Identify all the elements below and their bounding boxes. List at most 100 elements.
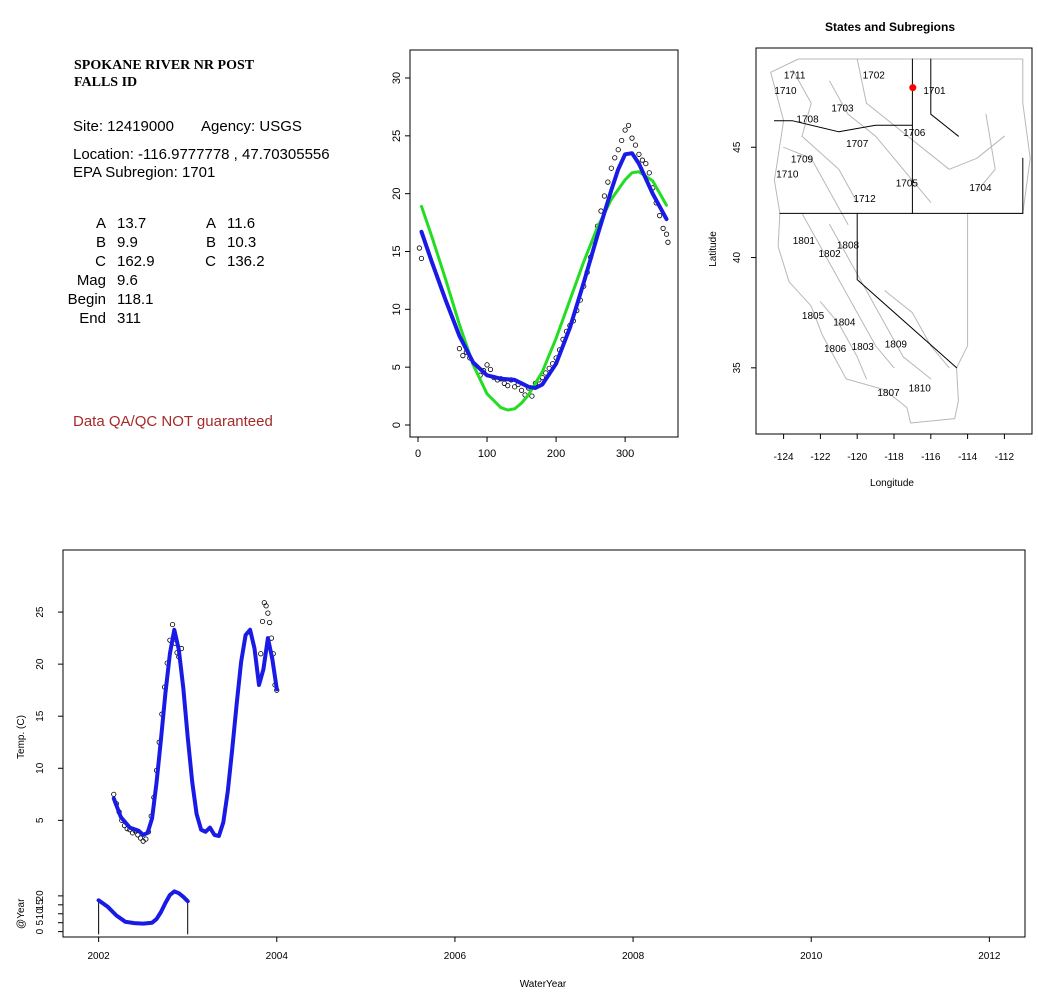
- region-label: 1806: [824, 344, 847, 355]
- y-tick-label: 0: [391, 422, 403, 428]
- observation-point: [267, 619, 273, 626]
- y-tick-label: 30: [391, 72, 403, 84]
- y-tick-label: 20: [35, 658, 46, 670]
- observation-point: [625, 122, 632, 129]
- region-outline: [770, 58, 1031, 424]
- x-tick-label: -114: [958, 452, 978, 463]
- state-boundary: [856, 212, 958, 369]
- blue-fit-line: [111, 627, 279, 838]
- y-tick-label: 5: [391, 364, 403, 370]
- observation-point: [629, 135, 635, 141]
- observation-point: [501, 380, 507, 386]
- x-tick-label: -122: [810, 452, 830, 463]
- observation-point: [657, 213, 663, 219]
- region-label: 1801: [793, 236, 816, 247]
- observation-point: [418, 255, 425, 262]
- region-label: 1704: [969, 183, 992, 194]
- region-label: 1804: [833, 318, 856, 329]
- observation-point: [259, 618, 266, 625]
- region-label: 1810: [909, 384, 932, 395]
- timeseries-frame: [62, 549, 1026, 938]
- subregion-boundary: [884, 290, 950, 369]
- green-fit-line: [420, 170, 668, 412]
- observation-point: [665, 239, 671, 245]
- x-tick-label: -120: [847, 452, 867, 463]
- x-tick-label: -116: [921, 452, 941, 463]
- observation-point: [137, 835, 144, 841]
- observation-point: [265, 610, 271, 616]
- x-tick-label: 2002: [88, 951, 111, 962]
- observation-point: [416, 245, 422, 251]
- x-tick-label: 100: [478, 448, 496, 460]
- subregion-boundary: [819, 301, 867, 380]
- observation-point: [484, 362, 490, 368]
- region-label: 1707: [846, 139, 869, 150]
- x-tick-label: -124: [774, 452, 794, 463]
- subregion-map: States and Subregions 1702 1701 1711 1710 170…: [708, 20, 1033, 489]
- x-tick-label: -118: [884, 452, 904, 463]
- x-tick-label: 0: [415, 448, 421, 460]
- subregion-boundary: [783, 146, 849, 225]
- subregion-boundary: [792, 69, 858, 203]
- observation-point: [135, 832, 141, 838]
- y-tick-label: 5: [35, 817, 46, 823]
- region-label: 1703: [831, 104, 854, 115]
- subregion-boundary: [856, 58, 1005, 170]
- x-tick-label: 2006: [444, 951, 467, 962]
- observation-point: [660, 225, 666, 231]
- y-tick-label: 40: [732, 252, 743, 264]
- region-label: 1808: [837, 240, 860, 251]
- region-label: 1809: [885, 340, 908, 351]
- inset-y-tick-label: 5: [35, 919, 46, 925]
- observation-point: [258, 651, 264, 657]
- x-tick-label: 2010: [800, 951, 823, 962]
- y-tick-label: 45: [732, 141, 743, 153]
- observation-point: [646, 170, 652, 176]
- region-label: 1708: [796, 115, 819, 126]
- observation-point: [512, 384, 518, 390]
- inset-y-axis-label: @Year: [16, 898, 27, 929]
- y-axis-label: Latitude: [708, 231, 719, 267]
- y-tick-label: 35: [732, 362, 743, 374]
- y-axis-label: Temp. (C): [16, 715, 27, 759]
- region-label: 1709: [791, 154, 814, 165]
- region-label: 1803: [852, 342, 875, 353]
- observation-point: [111, 791, 117, 797]
- observation-point: [505, 383, 511, 389]
- inset-y-tick-label: 20: [35, 890, 46, 902]
- region-label: 1706: [903, 128, 926, 139]
- region-label: 1711: [784, 70, 806, 81]
- region-label: 1705: [896, 179, 919, 190]
- plot-frame: [409, 49, 679, 438]
- subregion-boundary: [801, 212, 895, 369]
- observation-point: [263, 603, 269, 609]
- y-tick-label: 15: [391, 245, 403, 257]
- region-label: 1807: [877, 388, 900, 399]
- site-name-line2: FALLS ID: [74, 75, 138, 90]
- y-tick-label: 20: [391, 188, 403, 200]
- x-axis-label: Longitude: [870, 478, 914, 489]
- x-tick-label: 2008: [622, 951, 645, 962]
- observation-point: [619, 137, 625, 144]
- year-inset-line: [96, 889, 190, 926]
- site-marker: [909, 84, 917, 92]
- observation-point: [487, 366, 494, 373]
- y-tick-label: 25: [35, 606, 46, 618]
- y-tick-label: 25: [391, 130, 403, 142]
- observation-point: [612, 155, 618, 161]
- epa-subregion: EPA Subregion: 1701: [73, 164, 216, 181]
- observation-point: [529, 393, 535, 399]
- x-tick-label: 300: [616, 448, 634, 460]
- observation-point: [643, 160, 649, 167]
- inset-y-tick-label: 15: [35, 899, 46, 911]
- blue-fit-line: [419, 151, 669, 390]
- inset-y-tick-label: 0: [35, 928, 46, 934]
- seasonal-chart: 0 100 200 300 0 5 10 15 20 25 30: [391, 49, 679, 460]
- region-label: 1702: [863, 70, 886, 81]
- y-tick-label: 10: [391, 303, 403, 315]
- observation-point: [601, 193, 608, 199]
- observation-point: [518, 387, 525, 393]
- agency: Agency: USGS: [201, 118, 302, 135]
- observation-point: [615, 147, 621, 153]
